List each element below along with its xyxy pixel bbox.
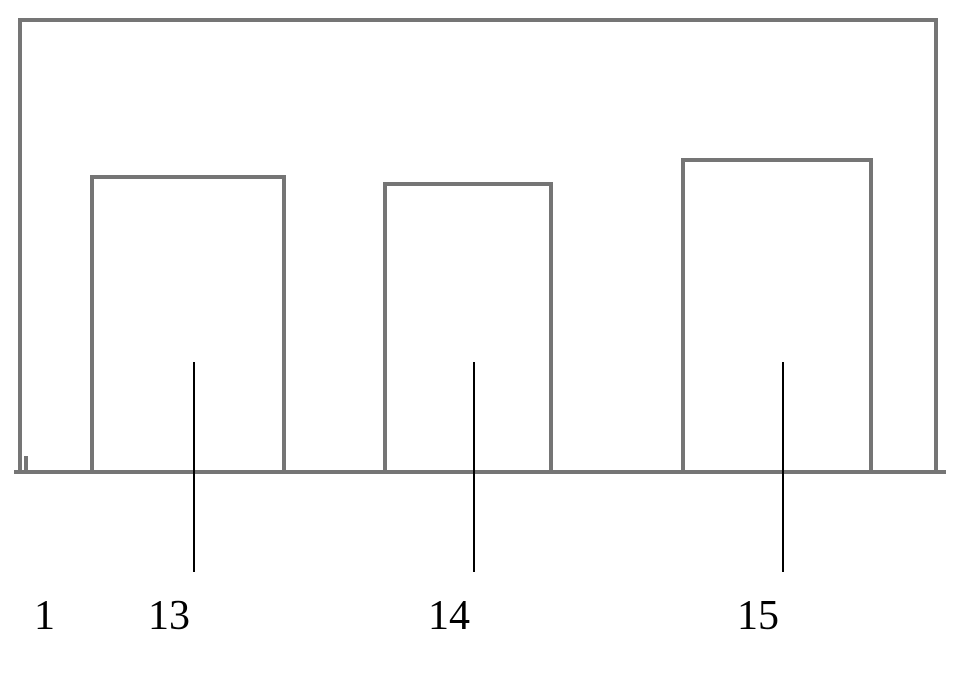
label-14: 14 <box>428 592 470 640</box>
label-1: 1 <box>34 592 55 640</box>
leader-line-15 <box>782 362 784 572</box>
label-13: 13 <box>148 592 190 640</box>
inner-rect-14 <box>383 182 553 471</box>
inner-rect-15 <box>681 158 873 471</box>
leader-line-14 <box>473 362 475 572</box>
leader-line-13 <box>193 362 195 572</box>
inner-rect-13 <box>90 175 286 471</box>
label-15: 15 <box>737 592 779 640</box>
tick-mark-1 <box>24 456 28 474</box>
diagram-canvas: 1 13 14 15 <box>0 0 960 679</box>
